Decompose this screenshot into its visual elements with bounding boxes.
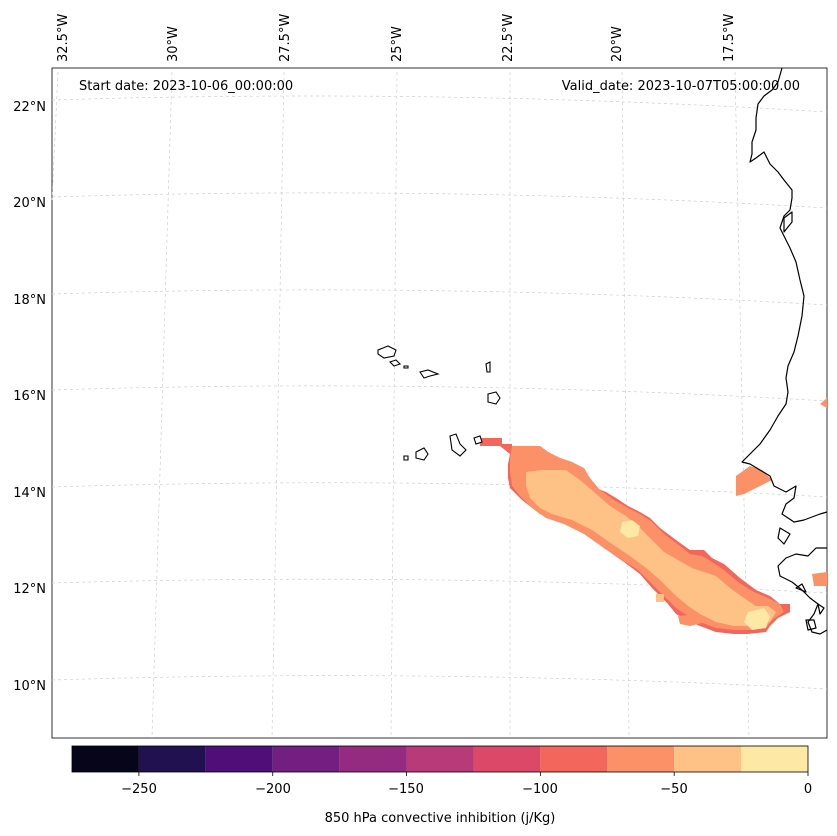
longitude-labels: 32.5°W 30°W 27.5°W 25°W 22.5°W 20°W 17.5… — [56, 14, 737, 62]
coast-inlets — [777, 211, 793, 545]
colorbar-label: 850 hPa convective inhibition (j/Kg) — [325, 811, 556, 826]
island-boa-vista — [487, 391, 501, 405]
parallel-12n — [51, 578, 828, 594]
colorbar-bin-7 — [540, 746, 608, 772]
colorbar-bin-0 — [72, 746, 139, 772]
island-sao-nicolau — [419, 369, 440, 379]
cin-patch-c — [736, 466, 772, 496]
cin-band-zero-a — [620, 520, 640, 538]
colorbar-tick-label-minus-250: −250 — [121, 782, 157, 797]
cin-band-minus-25 — [526, 470, 776, 626]
colorbar-bin-2 — [205, 746, 273, 772]
colorbar-frame — [71, 745, 809, 773]
cin-patch-d — [812, 572, 827, 586]
colorbar-bins — [72, 746, 808, 772]
lat-label-20n: 20°N — [13, 196, 46, 211]
africa-coastline — [741, 67, 828, 523]
colorbar-bin-5 — [406, 746, 474, 772]
parallel-10n — [51, 675, 828, 690]
colorbar-bin-3 — [272, 746, 340, 772]
lat-label-18n: 18°N — [13, 293, 46, 308]
cin-patch-e — [820, 398, 827, 408]
colorbar-bin-6 — [473, 746, 541, 772]
parallel-20n — [51, 192, 828, 209]
colorbar-bin-10 — [741, 746, 808, 772]
island-santiago — [449, 433, 467, 457]
lon-label-30w: 30°W — [166, 26, 181, 62]
colorbar-tick-label-minus-150: −150 — [388, 782, 424, 797]
parallel-22n — [51, 95, 828, 113]
cin-patch-a — [656, 594, 664, 602]
island-fogo — [415, 447, 429, 461]
colorbar-tick-label-minus-200: −200 — [255, 782, 291, 797]
lon-label-20w: 20°W — [610, 26, 625, 62]
lat-label-22n: 22°N — [13, 100, 46, 115]
lon-label-27-5w: 27.5°W — [278, 14, 293, 62]
parallel-14n — [51, 482, 828, 498]
cape-verde-islands — [377, 345, 501, 461]
bijagos-islands — [795, 583, 825, 631]
colorbar-tick-label-minus-50: −50 — [660, 782, 687, 797]
graticule — [51, 71, 828, 739]
africa-coastline-south — [777, 547, 828, 635]
lon-label-22-5w: 22.5°W — [501, 14, 516, 62]
cin-band-zero-b — [744, 608, 770, 630]
island-santo-antao — [377, 345, 397, 359]
lat-label-14n: 14°N — [13, 486, 46, 501]
colorbar-bin-4 — [339, 746, 407, 772]
colorbar-bin-1 — [138, 746, 206, 772]
island-maio — [473, 435, 483, 445]
colorbar-tick-label-zero: 0 — [804, 782, 812, 797]
colorbar-bin-8 — [607, 746, 675, 772]
cin-field — [480, 398, 827, 634]
lon-label-17-5w: 17.5°W — [722, 14, 737, 62]
island-sao-vicente — [388, 359, 402, 367]
island-brava — [403, 455, 409, 461]
lat-label-10n: 10°N — [13, 679, 46, 694]
parallel-16n — [51, 385, 828, 402]
colorbar-tick-label-minus-100: −100 — [522, 782, 558, 797]
colorbar-ticks — [138, 772, 809, 776]
lon-label-32-5w: 32.5°W — [56, 14, 71, 62]
island-santa-luzia — [403, 365, 409, 369]
colorbar: −250 −200 −150 −100 −50 0 850 hPa convec… — [71, 745, 812, 826]
lat-label-12n: 12°N — [13, 582, 46, 597]
cin-patch-b — [678, 614, 706, 626]
map-frame — [51, 67, 828, 739]
valid-date-label: Valid_date: 2023-10-07T05:00:00.00 — [562, 79, 800, 94]
lat-label-16n: 16°N — [13, 389, 46, 404]
colorbar-bin-9 — [674, 746, 742, 772]
lon-label-25w: 25°W — [390, 26, 405, 62]
island-sal — [485, 361, 491, 373]
latitude-labels: 22°N 20°N 18°N 16°N 14°N 12°N 10°N — [13, 100, 46, 694]
start-date-label: Start date: 2023-10-06_00:00:00 — [79, 79, 293, 94]
parallel-18n — [51, 289, 828, 306]
